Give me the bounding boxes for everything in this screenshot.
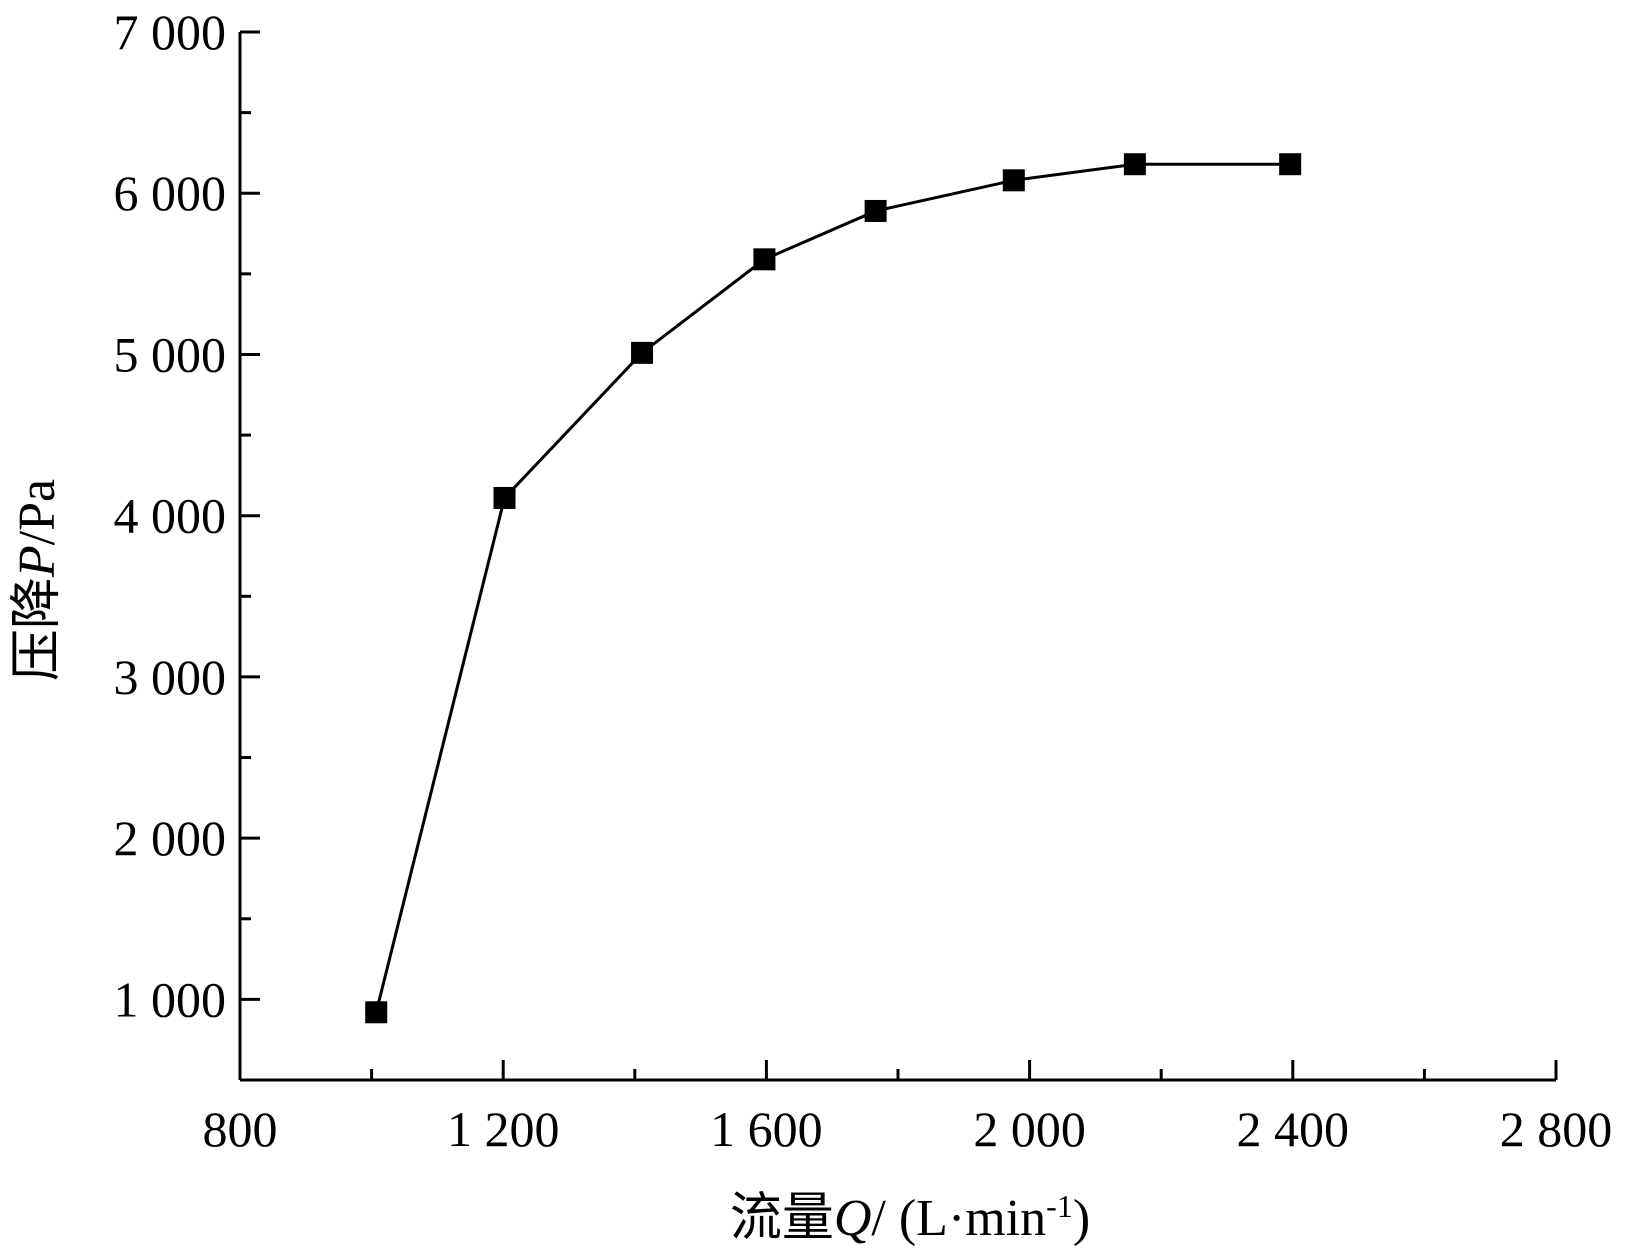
- x-axis-label-unit-exponent: -1: [1046, 1188, 1073, 1224]
- y-axis-label-unit: /Pa: [9, 479, 66, 545]
- y-tick-label: 2 000: [114, 810, 227, 866]
- x-tick-label: 2 800: [1500, 1101, 1613, 1157]
- y-axis-label-symbol: P: [9, 545, 66, 578]
- data-point-marker: [1279, 153, 1302, 176]
- x-axis-label-unit: / (L·min: [871, 1190, 1046, 1247]
- tick-labels: 800 1 200 1 600 2 000 2 400 2 800 1 000 2 000 3 …: [114, 4, 1613, 1157]
- axes: [238, 32, 1556, 1082]
- series: [365, 153, 1302, 1024]
- x-axis-label-unit-close: ): [1073, 1190, 1090, 1247]
- y-axis-label-prefix: 压降: [9, 577, 66, 681]
- data-point-marker: [1002, 169, 1025, 192]
- y-tick-label: 3 000: [114, 649, 227, 705]
- ticks: [238, 30, 1558, 1080]
- data-point-marker: [864, 199, 887, 222]
- data-point-marker: [365, 1001, 388, 1024]
- y-axis-label: 压降P/Pa: [9, 479, 66, 681]
- y-tick-label: 5 000: [114, 326, 227, 382]
- series-line: [374, 162, 1291, 1013]
- y-tick-label: 1 000: [114, 971, 227, 1027]
- x-tick-label: 2 400: [1237, 1101, 1350, 1157]
- x-tick-label: 1 600: [710, 1101, 823, 1157]
- data-point-marker: [493, 486, 516, 509]
- x-axis-label-symbol: Q: [834, 1190, 872, 1247]
- y-tick-label: 4 000: [114, 488, 227, 544]
- x-tick-label: 2 000: [973, 1101, 1086, 1157]
- data-point-marker: [1123, 153, 1146, 176]
- y-tick-label: 6 000: [114, 165, 227, 221]
- x-axis-label-prefix: 流量: [730, 1190, 834, 1247]
- y-tick-label: 7 000: [114, 4, 227, 60]
- x-tick-label: 1 200: [447, 1101, 560, 1157]
- data-point-marker: [753, 248, 776, 271]
- x-tick-label: 800: [203, 1101, 278, 1157]
- data-point-marker: [631, 341, 654, 364]
- x-axis-label: 流量Q/ (L·min-1): [730, 1188, 1090, 1247]
